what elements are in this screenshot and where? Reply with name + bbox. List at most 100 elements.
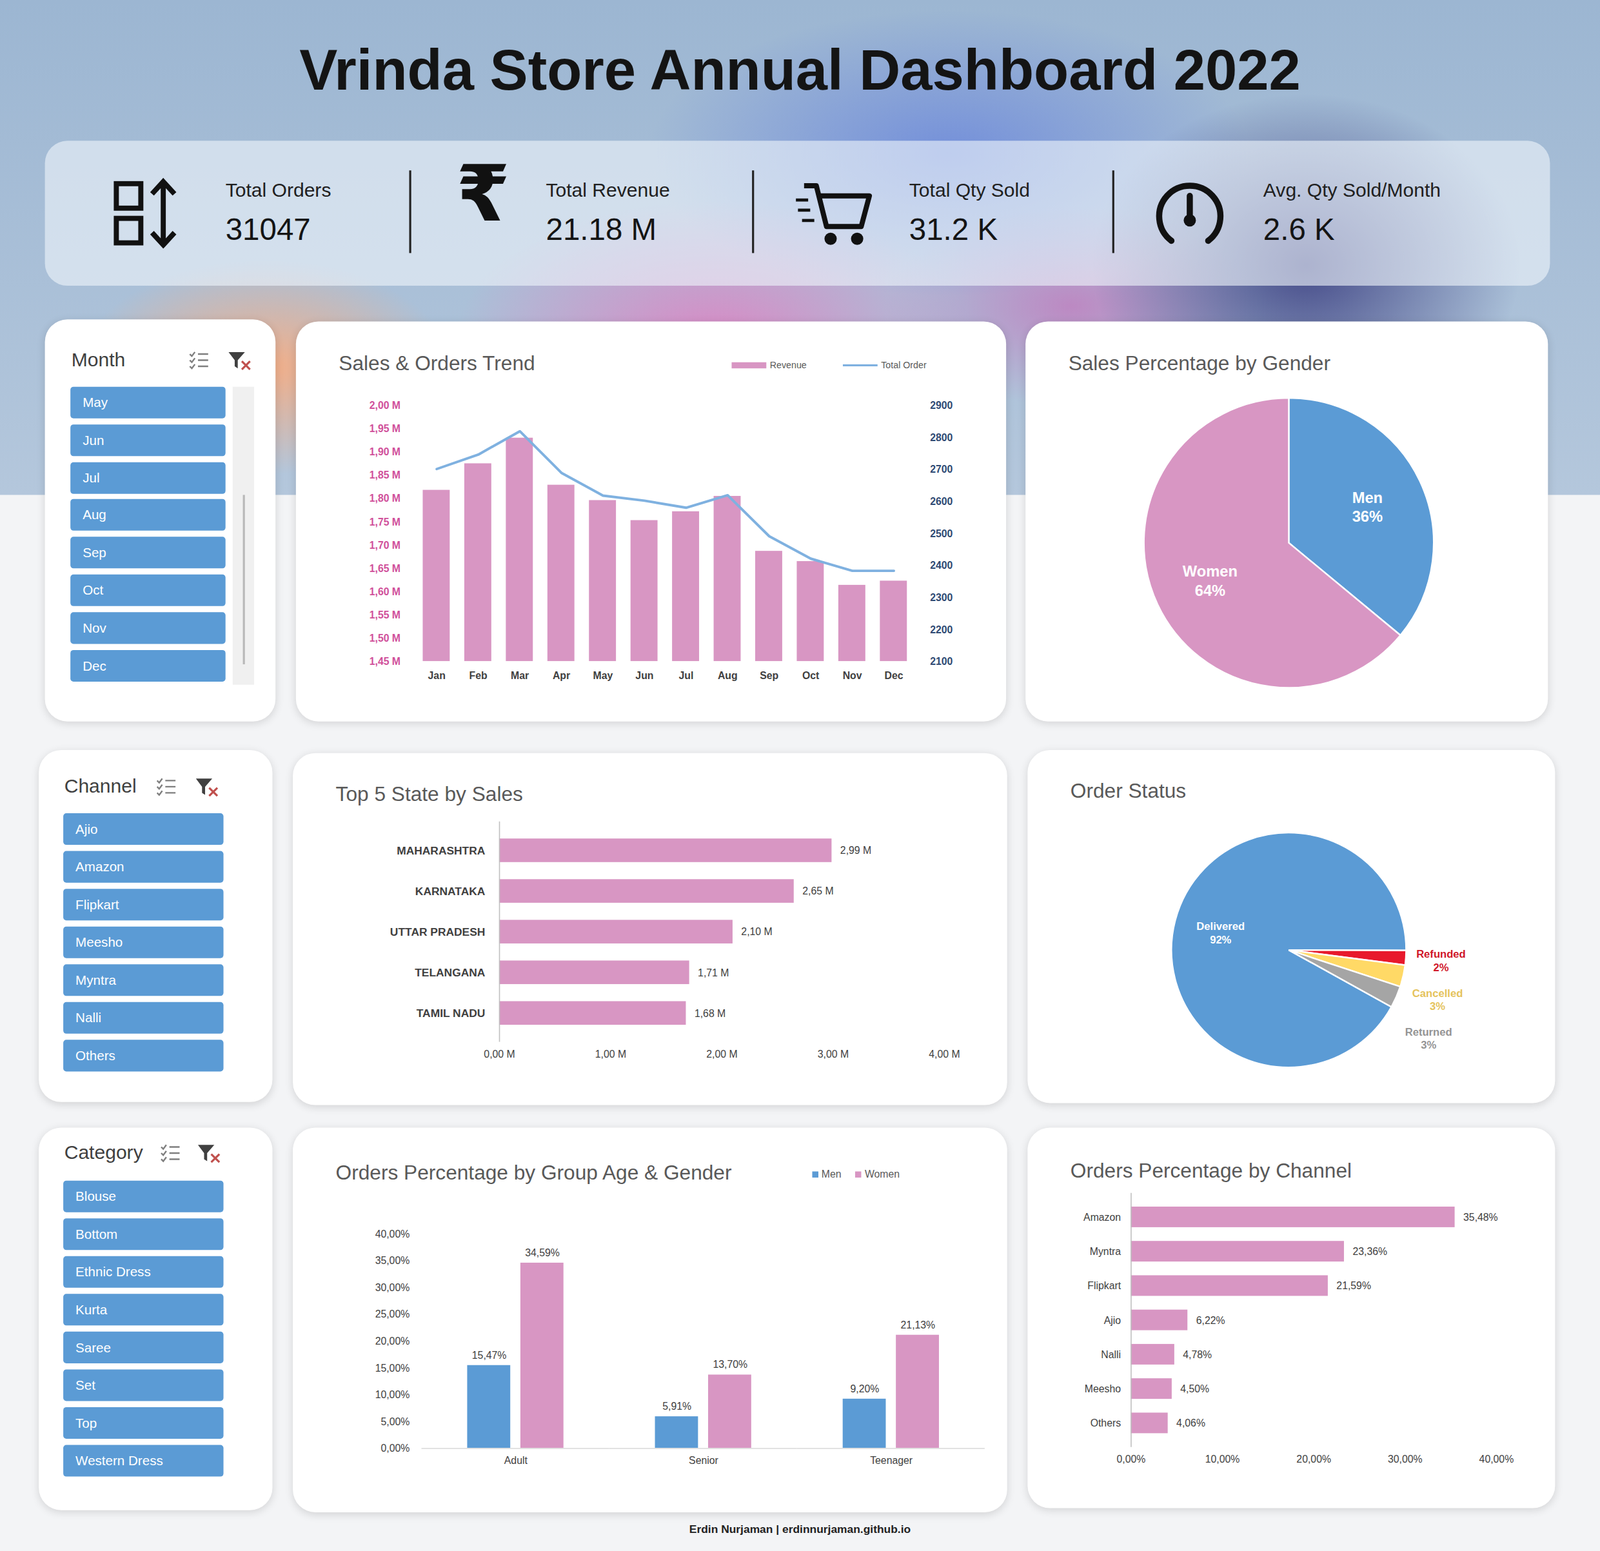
svg-text:1,80 M: 1,80 M: [369, 492, 401, 504]
svg-text:Senior: Senior: [688, 1454, 719, 1466]
svg-text:6,22%: 6,22%: [1196, 1314, 1226, 1326]
svg-text:1,65 M: 1,65 M: [369, 562, 401, 574]
svg-text:2500: 2500: [929, 528, 953, 540]
svg-text:2400: 2400: [929, 559, 953, 571]
svg-text:Myntra: Myntra: [1089, 1245, 1122, 1257]
svg-text:1,70 M: 1,70 M: [369, 539, 401, 551]
svg-text:1,68 M: 1,68 M: [694, 1007, 726, 1019]
svg-text:Women64%: Women64%: [1182, 562, 1238, 600]
svg-text:2,10 M: 2,10 M: [740, 926, 772, 938]
svg-text:21,59%: 21,59%: [1336, 1280, 1372, 1292]
svg-text:35,00%: 35,00%: [375, 1254, 411, 1266]
svg-text:13,70%: 13,70%: [712, 1358, 748, 1370]
svg-text:Teenager: Teenager: [869, 1454, 913, 1466]
svg-text:40,00%: 40,00%: [1479, 1453, 1515, 1465]
html-text:Total Orders: Total Orders: [225, 179, 332, 202]
svg-text:2300: 2300: [929, 592, 953, 603]
svg-text:5,91%: 5,91%: [662, 1400, 692, 1412]
html-text:Top 5 State by Sales: Top 5 State by Sales: [335, 782, 523, 806]
svg-text:Meesho: Meesho: [1084, 1383, 1121, 1395]
svg-text:Returned3%: Returned3%: [1405, 1026, 1453, 1052]
svg-text:21,13%: 21,13%: [900, 1319, 936, 1331]
svg-text:2600: 2600: [929, 495, 953, 507]
svg-text:MAHARASHTRA: MAHARASHTRA: [396, 844, 486, 858]
svg-text:Jan: Jan: [428, 670, 446, 682]
svg-text:4,78%: 4,78%: [1182, 1349, 1212, 1361]
svg-text:Amazon: Amazon: [1083, 1211, 1121, 1223]
svg-text:Sep: Sep: [759, 670, 779, 682]
svg-text:Nalli: Nalli: [1100, 1349, 1121, 1361]
svg-text:2,99 M: 2,99 M: [840, 844, 872, 856]
svg-text:2,00 M: 2,00 M: [706, 1048, 738, 1060]
svg-text:Delivered92%: Delivered92%: [1196, 920, 1245, 947]
svg-text:1,85 M: 1,85 M: [369, 469, 401, 481]
svg-text:2700: 2700: [929, 463, 953, 475]
svg-text:20,00%: 20,00%: [1296, 1453, 1332, 1465]
svg-text:May: May: [593, 670, 614, 682]
svg-text:Jun: Jun: [635, 670, 654, 682]
html-text:Total Revenue: Total Revenue: [545, 179, 670, 202]
svg-text:Adult: Adult: [504, 1454, 529, 1466]
svg-text:9,20%: 9,20%: [849, 1383, 880, 1395]
svg-text:3,00 M: 3,00 M: [817, 1048, 849, 1060]
html-text:Order Status: Order Status: [1070, 779, 1187, 803]
svg-text:34,59%: 34,59%: [524, 1247, 560, 1259]
svg-text:2,00 M: 2,00 M: [369, 399, 401, 411]
svg-text:15,47%: 15,47%: [472, 1349, 507, 1361]
svg-text:1,55 M: 1,55 M: [369, 609, 401, 621]
svg-text:1,60 M: 1,60 M: [369, 586, 401, 598]
svg-text:30,00%: 30,00%: [1387, 1453, 1423, 1465]
svg-text:1,45 M: 1,45 M: [369, 655, 401, 667]
svg-text:Apr: Apr: [552, 670, 571, 682]
svg-text:UTTAR PRADESH: UTTAR PRADESH: [390, 925, 486, 939]
svg-text:Jul: Jul: [678, 670, 694, 682]
svg-text:1,75 M: 1,75 M: [369, 516, 401, 528]
svg-text:0,00%: 0,00%: [1116, 1453, 1146, 1465]
svg-text:35,48%: 35,48%: [1463, 1211, 1499, 1223]
svg-text:1,71 M: 1,71 M: [697, 967, 729, 979]
svg-text:Refunded2%: Refunded2%: [1416, 948, 1466, 974]
svg-text:4,06%: 4,06%: [1176, 1417, 1206, 1429]
svg-text:TAMIL NADU: TAMIL NADU: [416, 1006, 486, 1020]
svg-text:10,00%: 10,00%: [1205, 1453, 1241, 1465]
svg-text:2100: 2100: [929, 655, 953, 667]
svg-text:2900: 2900: [929, 399, 953, 411]
svg-text:Men36%: Men36%: [1352, 489, 1383, 526]
svg-text:23,36%: 23,36%: [1352, 1245, 1388, 1257]
html-text:31.2 K: 31.2 K: [909, 212, 998, 246]
svg-text:Ajio: Ajio: [1104, 1314, 1122, 1326]
svg-text:5,00%: 5,00%: [380, 1416, 410, 1428]
svg-text:30,00%: 30,00%: [375, 1282, 411, 1294]
svg-text:40,00%: 40,00%: [375, 1228, 411, 1240]
svg-text:20,00%: 20,00%: [375, 1335, 411, 1347]
svg-text:4,00 M: 4,00 M: [928, 1048, 960, 1060]
html-text:Vrinda Store Annual Dashboard: Vrinda Store Annual Dashboard 2022: [299, 37, 1301, 103]
svg-text:Flipkart: Flipkart: [1087, 1280, 1121, 1292]
svg-text:25,00%: 25,00%: [375, 1308, 411, 1320]
svg-text:0,00 M: 0,00 M: [483, 1048, 515, 1060]
html-text:21.18 M: 21.18 M: [545, 212, 657, 246]
svg-text:Feb: Feb: [469, 670, 488, 682]
svg-text:1,00 M: 1,00 M: [595, 1048, 627, 1060]
svg-text:Dec: Dec: [884, 670, 904, 682]
html-text:31047: 31047: [225, 212, 311, 246]
svg-text:1,90 M: 1,90 M: [369, 446, 401, 458]
svg-text:Nov: Nov: [842, 670, 863, 682]
svg-text:2,65 M: 2,65 M: [802, 885, 834, 897]
svg-text:1,95 M: 1,95 M: [369, 423, 401, 435]
svg-text:KARNATAKA: KARNATAKA: [415, 884, 486, 898]
svg-text:Mar: Mar: [510, 670, 529, 682]
svg-text:10,00%: 10,00%: [375, 1389, 411, 1401]
html-text:2.6 K: 2.6 K: [1263, 212, 1335, 246]
svg-text:15,00%: 15,00%: [375, 1362, 411, 1373]
svg-text:Oct: Oct: [802, 670, 820, 682]
svg-text:TELANGANA: TELANGANA: [414, 966, 486, 979]
svg-text:Cancelled3%: Cancelled3%: [1412, 987, 1463, 1014]
svg-text:2200: 2200: [929, 624, 953, 636]
svg-text:1,50 M: 1,50 M: [369, 632, 401, 644]
svg-text:0,00%: 0,00%: [380, 1442, 410, 1454]
svg-text:2800: 2800: [929, 432, 953, 444]
svg-text:Others: Others: [1090, 1417, 1122, 1429]
svg-text:4,50%: 4,50%: [1180, 1383, 1210, 1395]
svg-text:Aug: Aug: [717, 670, 738, 682]
